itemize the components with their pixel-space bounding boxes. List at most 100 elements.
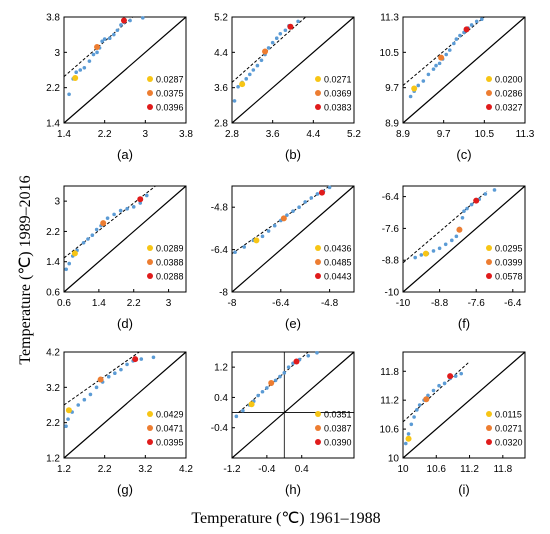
x-tick-label: -7.6	[468, 298, 486, 309]
x-tick-label: 4.2	[179, 464, 193, 475]
legend-label: 0.0429	[156, 410, 184, 420]
panel-label: (a)	[117, 147, 133, 162]
data-point	[260, 389, 265, 394]
legend-marker	[486, 90, 492, 96]
panel-grid: 1.4 2.2 3 3.8 1.4 2.2 3 3.8 0.0287 0.0375 0.0396 (a…	[46, 13, 535, 498]
x-tick-label: 11.8	[493, 464, 512, 475]
y-tick-label: -6.4	[211, 245, 229, 256]
chart-panel: 2.8 3.6 4.4 5.2 2.8 3.6 4.4 5.2 0.0271 0.0369 0.03…	[214, 13, 361, 163]
data-point	[296, 19, 300, 24]
data-point	[419, 253, 424, 257]
data-point	[260, 234, 265, 239]
y-tick-label: 10.5	[380, 48, 400, 59]
one-to-one-line	[231, 16, 355, 124]
legend-marker	[315, 104, 321, 110]
legend-label: 0.0351	[324, 410, 352, 420]
legend-label: 0.0369	[324, 89, 352, 99]
legend-label: 0.0271	[324, 75, 352, 85]
legend-marker	[315, 411, 321, 417]
legend-label: 0.0471	[156, 424, 184, 434]
data-point	[76, 403, 81, 407]
data-point	[437, 246, 442, 251]
legend-marker	[147, 245, 153, 251]
data-point	[66, 417, 70, 421]
data-point	[94, 227, 99, 232]
data-point	[431, 67, 436, 71]
legend-marker	[315, 273, 321, 279]
y-tick-label: 2.2	[46, 227, 60, 238]
data-point	[88, 392, 93, 397]
legend-label: 0.0443	[324, 272, 352, 282]
x-tick-label: 11.2	[460, 464, 479, 475]
panel-label: (c)	[456, 147, 471, 162]
data-point	[140, 16, 145, 20]
data-point	[266, 229, 271, 233]
highlight-point	[72, 74, 79, 81]
plot-frame	[63, 16, 187, 124]
chart-panel: -1.2 -0.4 0.4 -0.4 0.4 1.2 0.0351 0.0387 0.0390 (…	[211, 350, 355, 497]
data-point	[139, 357, 144, 361]
plot-frame	[402, 16, 526, 124]
y-axis-title: Temperature (℃) 1989–2016	[17, 175, 34, 364]
legend-label: 0.0396	[156, 103, 184, 113]
legend-marker	[147, 425, 153, 431]
legend-label: 0.0289	[156, 244, 184, 254]
panel-label: (d)	[117, 316, 133, 331]
data-point	[234, 414, 239, 419]
y-tick-label: 10	[388, 454, 400, 465]
data-point	[125, 362, 129, 367]
x-tick-label: -8	[228, 298, 237, 309]
data-point	[278, 31, 283, 36]
data-point	[259, 58, 264, 63]
y-tick-label: 11.3	[380, 13, 399, 24]
legend-label: 0.0390	[324, 438, 352, 448]
legend-marker	[147, 76, 153, 82]
chart-panel: 1.4 2.2 3 3.8 1.4 2.2 3 3.8 0.0287 0.0375 0.0396 (a…	[46, 13, 193, 163]
data-point	[415, 408, 419, 412]
y-tick-label: 2.2	[46, 83, 60, 94]
data-point	[282, 371, 287, 375]
chart-panel: 10 10.6 11.2 11.8 10 10.6 11.2 11.8 0.0115 0.0271…	[380, 351, 526, 497]
plot-frame	[63, 185, 187, 293]
data-point	[459, 371, 464, 376]
x-tick-label: 1.4	[57, 129, 71, 140]
data-point	[74, 70, 78, 75]
x-tick-label: -4.8	[321, 298, 339, 309]
plot-frame	[402, 351, 526, 459]
data-point	[118, 208, 123, 213]
y-tick-label: 3.2	[46, 383, 60, 394]
highlight-point	[137, 196, 144, 203]
data-point	[434, 63, 438, 68]
data-point	[87, 59, 92, 63]
data-point	[272, 223, 277, 228]
plot-frame	[231, 185, 355, 293]
x-tick-label: 2.2	[98, 464, 112, 475]
legend-label: 0.0327	[495, 103, 523, 113]
legend-marker	[315, 245, 321, 251]
y-tick-label: 11.2	[380, 396, 399, 407]
legend-marker	[486, 439, 492, 445]
one-to-one-line	[402, 351, 526, 459]
y-tick-label: -10	[385, 288, 400, 299]
chart-panel: -8 -6.4 -4.8 -8 -6.4 -4.8 0.0436 0.0485 0.0443 (e…	[211, 185, 355, 331]
data-point	[469, 202, 474, 207]
chart-panel: 1.2 2.2 3.2 4.2 1.2 2.2 3.2 4.2 0.0429 0.0471 0.03…	[46, 348, 193, 498]
data-point	[469, 23, 474, 27]
plot-frame	[231, 351, 355, 459]
x-tick-label: 11.3	[516, 129, 535, 140]
data-point	[270, 40, 275, 45]
highlight-point	[438, 54, 445, 61]
data-point	[462, 209, 466, 213]
highlight-point	[132, 356, 139, 363]
data-point	[125, 206, 129, 211]
trend-line	[402, 190, 488, 264]
data-point	[286, 365, 291, 369]
panel-label: (i)	[458, 482, 470, 497]
legend-label: 0.0271	[495, 424, 523, 434]
one-to-one-line	[63, 16, 187, 124]
data-point	[443, 242, 448, 247]
data-point	[285, 213, 289, 217]
x-tick-label: -1.2	[223, 464, 241, 475]
legend-label: 0.0287	[156, 75, 184, 85]
y-tick-label: 8.9	[385, 119, 399, 130]
